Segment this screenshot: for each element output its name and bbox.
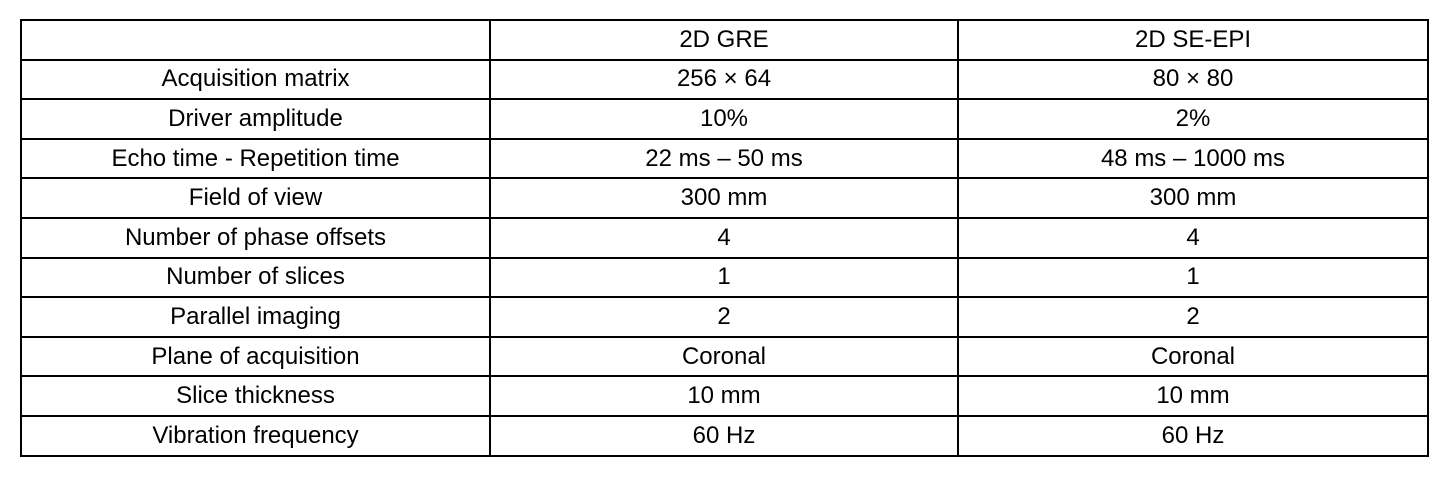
row-label-cell: Number of slices xyxy=(20,256,491,299)
value-cell: 256 × 64 xyxy=(489,58,959,101)
table-row: Parallel imaging 2 2 xyxy=(20,296,1429,338)
value-cell: 10 mm xyxy=(957,375,1429,417)
value-cell: 22 ms – 50 ms xyxy=(489,137,959,180)
value-cell: 4 xyxy=(957,216,1429,259)
value-cell: Coronal xyxy=(957,335,1429,378)
parameters-table: 2D GRE 2D SE-EPI Acquisition matrix 256 × 6… xyxy=(20,19,1429,457)
table-row: Number of phase offsets 4 4 xyxy=(20,216,1429,259)
value-cell: 1 xyxy=(957,256,1429,299)
value-cell: 2% xyxy=(957,98,1429,140)
header-row: 2D GRE 2D SE-EPI xyxy=(20,19,1429,61)
table-row: Plane of acquisition Coronal Coronal xyxy=(20,335,1429,378)
value-cell: 48 ms – 1000 ms xyxy=(957,137,1429,180)
value-cell: 4 xyxy=(489,216,959,259)
row-label-cell: Parallel imaging xyxy=(20,296,491,338)
row-label-cell xyxy=(20,19,491,61)
table-row: Field of view 300 mm 300 mm xyxy=(20,177,1429,219)
row-label-cell: Driver amplitude xyxy=(20,98,491,140)
value-cell: 2D GRE xyxy=(489,19,959,61)
row-label-cell: Acquisition matrix xyxy=(20,58,491,101)
value-cell: 300 mm xyxy=(489,177,959,219)
row-label-cell: Slice thickness xyxy=(20,375,491,417)
value-cell: 10% xyxy=(489,98,959,140)
value-cell: 2 xyxy=(489,296,959,338)
row-label-cell: Number of phase offsets xyxy=(20,216,491,259)
value-cell: 2D SE-EPI xyxy=(957,19,1429,61)
row-label-cell: Echo time - Repetition time xyxy=(20,137,491,180)
table-row: Acquisition matrix 256 × 64 80 × 80 xyxy=(20,58,1429,101)
value-cell: Coronal xyxy=(489,335,959,378)
value-cell: 1 xyxy=(489,256,959,299)
row-label-cell: Plane of acquisition xyxy=(20,335,491,378)
table-row: Driver amplitude 10% 2% xyxy=(20,98,1429,140)
value-cell: 80 × 80 xyxy=(957,58,1429,101)
row-label-cell: Vibration frequency xyxy=(20,414,491,457)
value-cell: 10 mm xyxy=(489,375,959,417)
value-cell: 60 Hz xyxy=(489,414,959,457)
table-row: Vibration frequency 60 Hz 60 Hz xyxy=(20,414,1429,457)
table-row: Number of slices 1 1 xyxy=(20,256,1429,299)
table-row: Slice thickness 10 mm 10 mm xyxy=(20,375,1429,417)
value-cell: 60 Hz xyxy=(957,414,1429,457)
value-cell: 2 xyxy=(957,296,1429,338)
table-row: Echo time - Repetition time 22 ms – 50 ms… xyxy=(20,137,1429,180)
value-cell: 300 mm xyxy=(957,177,1429,219)
row-label-cell: Field of view xyxy=(20,177,491,219)
